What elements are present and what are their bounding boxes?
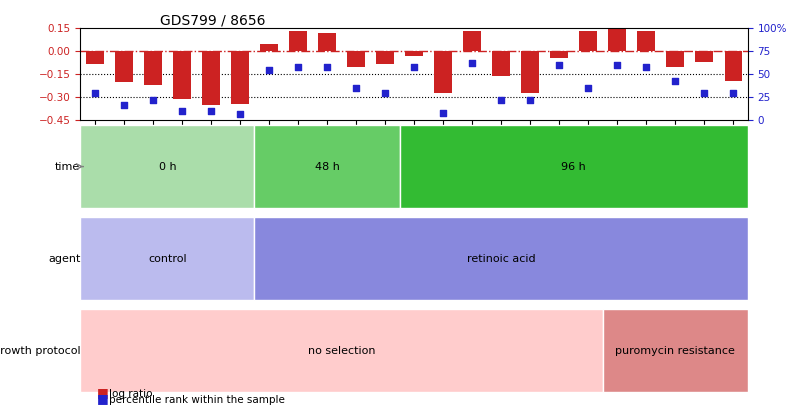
Text: 96 h: 96 h [560, 162, 585, 172]
Text: ■: ■ [96, 392, 108, 405]
Text: puromycin resistance: puromycin resistance [614, 346, 734, 356]
Point [175, 108, 188, 115]
FancyBboxPatch shape [80, 217, 255, 300]
Point [320, 64, 333, 70]
Point [552, 62, 565, 68]
Bar [115, 51, 132, 82]
Bar [666, 51, 683, 67]
FancyBboxPatch shape [255, 125, 399, 208]
Bar [724, 51, 741, 81]
Point [88, 90, 101, 96]
Point [349, 85, 362, 92]
Text: GDS799 / 8656: GDS799 / 8656 [161, 13, 266, 27]
Text: agent: agent [48, 254, 80, 264]
Bar [260, 44, 277, 51]
Bar [550, 51, 567, 58]
Point [610, 62, 623, 68]
Bar [491, 51, 509, 76]
Bar [173, 51, 190, 99]
Text: growth protocol: growth protocol [0, 346, 80, 356]
Text: time: time [55, 162, 80, 172]
Bar [463, 32, 480, 51]
Point [581, 85, 594, 92]
Point [378, 90, 391, 96]
Bar [289, 32, 306, 51]
Bar [434, 51, 451, 93]
Text: ■: ■ [96, 386, 108, 399]
Point [668, 78, 681, 84]
Bar [144, 51, 161, 85]
Text: percentile rank within the sample: percentile rank within the sample [108, 395, 284, 405]
Point [233, 111, 246, 117]
Point [523, 97, 536, 103]
Bar [695, 51, 712, 62]
Point [726, 90, 739, 96]
Bar [318, 33, 336, 51]
FancyBboxPatch shape [602, 309, 747, 392]
Text: retinoic acid: retinoic acid [467, 254, 535, 264]
Point [494, 97, 507, 103]
Point [291, 64, 304, 70]
Point [204, 108, 217, 115]
Bar [202, 51, 219, 105]
FancyBboxPatch shape [80, 125, 255, 208]
Text: no selection: no selection [308, 346, 375, 356]
Text: 0 h: 0 h [158, 162, 176, 172]
Bar [579, 32, 596, 51]
Bar [405, 51, 422, 56]
Bar [521, 51, 538, 93]
Point [639, 64, 652, 70]
Point [146, 97, 159, 103]
Point [117, 102, 130, 108]
FancyBboxPatch shape [80, 309, 602, 392]
Point [697, 90, 710, 96]
FancyBboxPatch shape [399, 125, 747, 208]
Bar [86, 51, 104, 64]
Point [407, 64, 420, 70]
Bar [637, 32, 654, 51]
Point [263, 66, 275, 73]
FancyBboxPatch shape [255, 217, 747, 300]
Point [436, 110, 449, 116]
Point [465, 60, 478, 66]
Bar [608, 28, 625, 51]
Text: 48 h: 48 h [314, 162, 339, 172]
Text: log ratio: log ratio [108, 389, 152, 399]
Bar [231, 51, 248, 104]
Bar [376, 51, 393, 64]
Text: control: control [148, 254, 186, 264]
Bar [347, 51, 365, 67]
